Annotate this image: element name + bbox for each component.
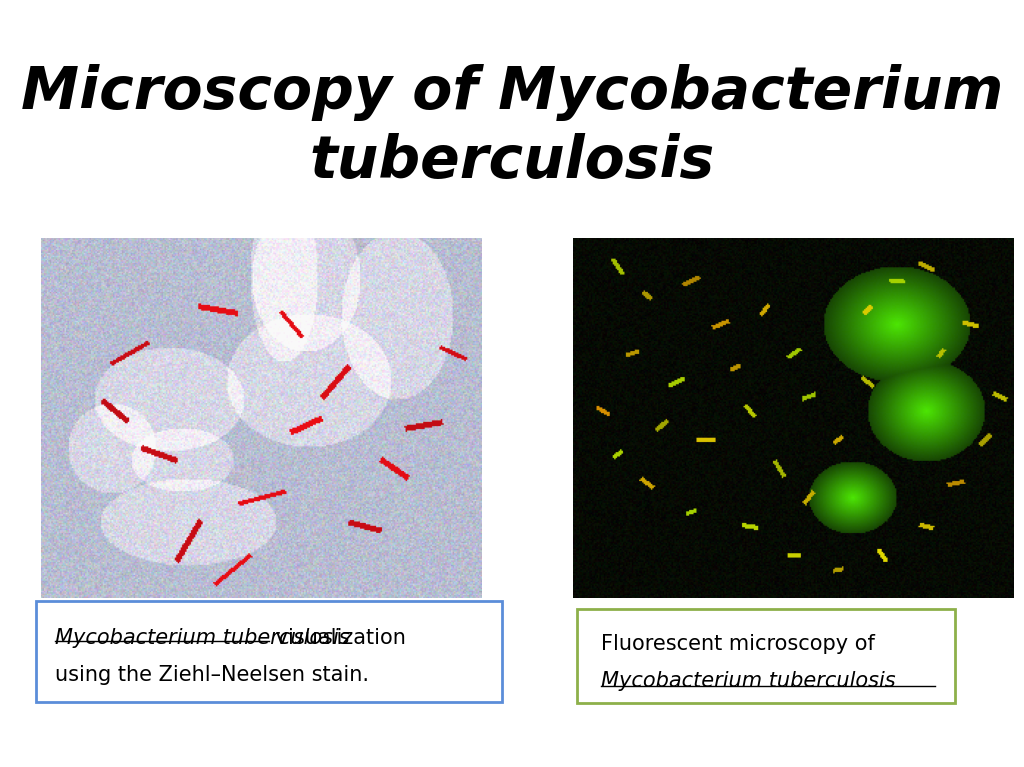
FancyBboxPatch shape xyxy=(578,609,954,703)
Text: tuberculosis: tuberculosis xyxy=(309,133,715,189)
Text: visualization: visualization xyxy=(269,628,406,648)
FancyBboxPatch shape xyxy=(36,601,503,703)
Text: Mycobacterium tuberculosis: Mycobacterium tuberculosis xyxy=(601,670,895,691)
Text: using the Ziehl–Neelsen stain.: using the Ziehl–Neelsen stain. xyxy=(55,665,369,685)
Text: Mycobacterium tuberculosis: Mycobacterium tuberculosis xyxy=(55,628,349,648)
Text: Microscopy of Mycobacterium: Microscopy of Mycobacterium xyxy=(20,64,1004,120)
Text: Fluorescent microscopy of: Fluorescent microscopy of xyxy=(601,634,874,653)
